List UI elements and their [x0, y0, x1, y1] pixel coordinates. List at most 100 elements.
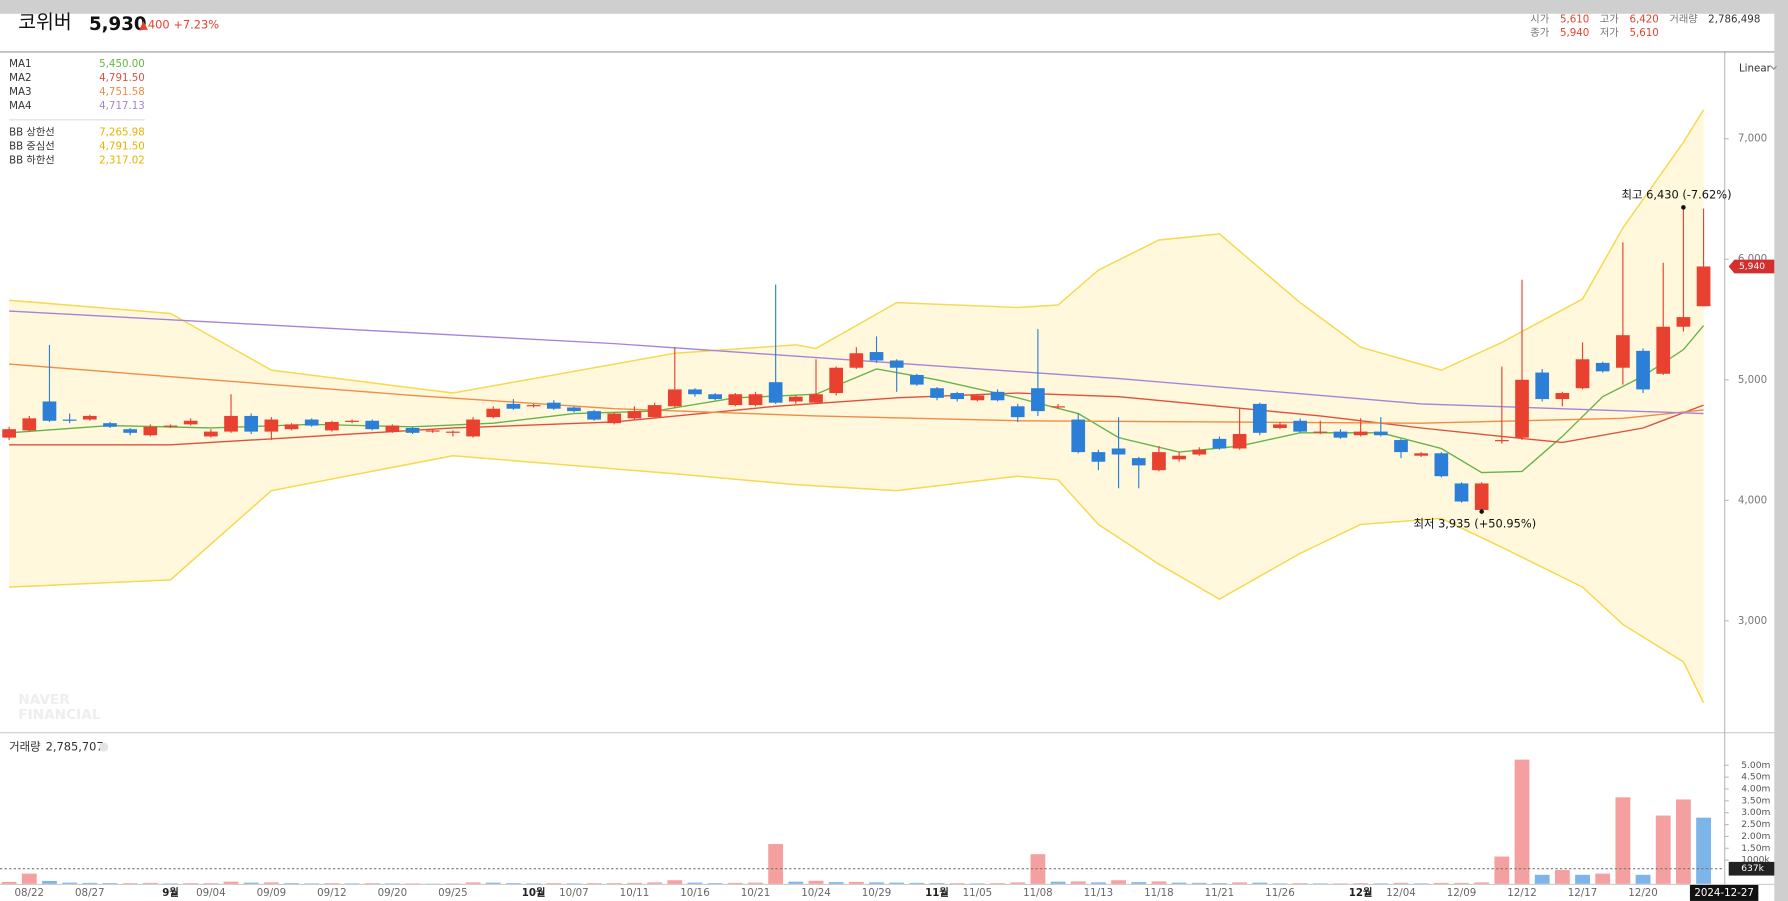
legend-value: 4,717.13: [99, 100, 145, 112]
candle-body: [143, 426, 158, 436]
info-value: 5,940: [1560, 27, 1589, 39]
candle-body: [1333, 431, 1348, 438]
legend-name: MA3: [9, 86, 31, 98]
x-tick-label: 10/21: [741, 887, 771, 899]
x-tick-label: 12/17: [1568, 887, 1598, 899]
x-tick-label: 12/12: [1507, 887, 1537, 899]
candle-body: [82, 415, 97, 420]
x-tick-label: 09/25: [438, 887, 468, 899]
volume-title: 거래량: [9, 739, 41, 753]
candle-body: [1131, 458, 1146, 466]
bollinger-fill: [9, 109, 1704, 703]
candle-body: [1373, 431, 1388, 436]
candle-body: [224, 415, 238, 432]
candle-body: [284, 424, 299, 430]
candle-body: [1273, 424, 1287, 428]
volume-bar: [1212, 883, 1227, 884]
candle-body: [910, 374, 924, 385]
volume-tick-label: 3.00m: [1741, 808, 1770, 818]
volume-bar: [324, 883, 340, 884]
scale-mode[interactable]: Linear: [1739, 62, 1772, 74]
volume-bar: [1070, 881, 1086, 884]
volume-value: 2,785,707: [46, 739, 104, 753]
volume-bar: [62, 882, 78, 884]
x-tick-label: 10/24: [801, 887, 831, 899]
volume-bar: [1595, 873, 1611, 884]
volume-bar: [1433, 882, 1449, 884]
info-label: 고가: [1600, 13, 1619, 25]
watermark: FINANCIAL: [18, 707, 101, 723]
candle-body: [204, 431, 218, 437]
y-tick-label: 5,000: [1738, 374, 1767, 386]
annotation: 최고 6,430 (-7.62%): [1622, 187, 1732, 201]
volume-bar: [223, 881, 239, 884]
x-tick-label: 11/21: [1205, 887, 1235, 899]
volume-bar: [1171, 882, 1187, 884]
volume-bar: [1696, 817, 1711, 884]
volume-bar: [889, 882, 905, 884]
volume-bar: [1111, 880, 1126, 884]
legend-name: MA1: [9, 58, 31, 70]
candle-body: [1656, 326, 1671, 374]
volume-bar: [284, 883, 299, 884]
bollinger-line: [9, 454, 1705, 704]
candle-body: [304, 419, 319, 426]
candle-body: [627, 411, 642, 419]
candle-body: [1696, 266, 1711, 307]
x-tick-label: 09/04: [196, 887, 226, 899]
candle-body: [607, 413, 622, 424]
volume-bar: [727, 882, 743, 884]
volume-bar: [748, 882, 763, 884]
volume-bar: [183, 883, 199, 884]
volume-bar: [1252, 882, 1268, 884]
info-value: 5,610: [1629, 27, 1658, 39]
volume-bar: [667, 880, 683, 884]
volume-bar: [848, 881, 864, 884]
x-tick-label: 11월: [925, 886, 949, 899]
stock-name: 코위버: [18, 10, 71, 33]
candle-body: [405, 427, 420, 433]
x-tick-label: 10/29: [862, 887, 892, 899]
x-tick-label: 12/20: [1628, 887, 1658, 899]
candle-body: [647, 405, 662, 418]
volume-bar: [82, 882, 98, 884]
candle-body: [930, 388, 944, 398]
price-change: ▲400: [139, 18, 170, 32]
candle-body: [667, 389, 682, 407]
candle-body: [688, 389, 702, 395]
candle-body: [1353, 431, 1368, 436]
cursor-label: 2024-12-27: [1694, 887, 1754, 899]
candle-body: [1313, 431, 1328, 433]
volume-bar: [263, 882, 279, 884]
candle-body: [1676, 317, 1691, 327]
candle-body: [1474, 483, 1489, 510]
volume-bar: [768, 843, 784, 884]
candle-body: [466, 419, 480, 437]
volume-bar: [1615, 797, 1631, 884]
legend-name: MA2: [9, 72, 31, 84]
x-tick-label: 12/09: [1447, 887, 1477, 899]
volume-bar: [869, 882, 884, 884]
candle-body: [768, 382, 783, 403]
candle-body: [1535, 372, 1550, 400]
x-tick-label: 12월: [1349, 886, 1373, 899]
volume-bar: [1474, 882, 1490, 884]
legend-value: 4,791.50: [99, 72, 145, 84]
candle-body: [1091, 452, 1106, 462]
x-tick-label: 10/11: [620, 887, 650, 899]
volume-bar: [465, 882, 481, 884]
candle-body: [244, 415, 259, 432]
candle-body: [1575, 359, 1590, 389]
candle-body: [506, 403, 521, 409]
volume-bar: [1534, 874, 1550, 884]
x-tick-label: 08/22: [15, 887, 45, 899]
legend-name: BB 하한선: [9, 153, 55, 166]
legend-value: 2,317.02: [99, 154, 145, 166]
candle-body: [1212, 438, 1227, 449]
volume-bar: [828, 882, 844, 884]
chevron[interactable]: [1770, 65, 1778, 70]
candle-body: [2, 429, 16, 438]
candle-body: [889, 360, 904, 368]
candle-body: [62, 419, 77, 421]
candle-body: [1636, 350, 1650, 390]
